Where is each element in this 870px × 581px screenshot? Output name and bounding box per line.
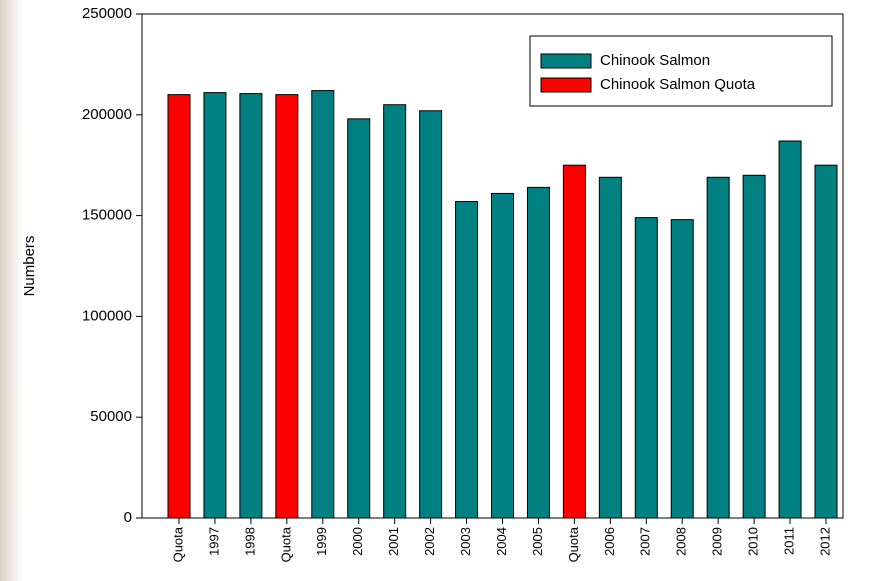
- x-tick-label: 2012: [817, 527, 832, 556]
- bar: [239, 93, 263, 519]
- x-tick-label: 2000: [350, 527, 365, 556]
- x-tick-label: 1999: [314, 527, 329, 556]
- bar: [778, 140, 802, 519]
- bar: [491, 192, 514, 519]
- y-tick-label: 150000: [82, 207, 132, 224]
- bar: [167, 94, 191, 519]
- y-tick-label: 50000: [90, 408, 132, 425]
- background-edge: [0, 0, 24, 581]
- y-tick-label: 100000: [82, 307, 132, 324]
- x-tick-label: Quota: [170, 526, 185, 562]
- x-tick-label: 2009: [710, 527, 725, 556]
- x-tick-label: Quota: [566, 526, 581, 562]
- bar: [634, 217, 658, 519]
- y-axis-label: Numbers: [21, 236, 38, 297]
- x-tick-label: 2010: [746, 527, 761, 556]
- legend-label: Chinook Salmon Quota: [600, 76, 756, 93]
- x-tick-label: 2003: [458, 527, 473, 556]
- bar: [706, 176, 730, 519]
- legend-box: [529, 35, 833, 107]
- legend-swatch: [540, 53, 592, 69]
- x-tick-label: 2008: [674, 527, 689, 556]
- bar: [562, 164, 586, 519]
- bar: [526, 186, 550, 519]
- x-tick-label: Quota: [278, 526, 293, 562]
- y-tick-label: 250000: [82, 5, 132, 22]
- bar: [311, 90, 335, 519]
- x-tick-label: 2006: [602, 527, 617, 556]
- x-tick-label: 2002: [422, 527, 437, 556]
- x-tick-label: 2004: [494, 527, 509, 556]
- bar: [742, 174, 766, 519]
- legend-swatch: [540, 77, 592, 93]
- x-tick-label: 2001: [386, 527, 401, 556]
- bar: [670, 219, 694, 519]
- x-tick-label: 2007: [638, 527, 653, 556]
- x-tick-label: 1997: [206, 527, 221, 556]
- x-tick-label: 1998: [242, 527, 257, 556]
- y-tick-label: 200000: [82, 106, 132, 123]
- bar: [419, 110, 443, 519]
- bar: [347, 118, 371, 519]
- bar: [203, 92, 227, 519]
- bar: [814, 164, 838, 519]
- bar: [455, 200, 479, 519]
- y-tick-label: 0: [124, 509, 132, 526]
- legend-label: Chinook Salmon: [600, 52, 710, 69]
- bar: [598, 176, 622, 519]
- bar: [383, 104, 407, 519]
- x-tick-label: 2011: [781, 527, 796, 555]
- bar: [275, 94, 299, 519]
- x-tick-label: 2005: [530, 527, 545, 556]
